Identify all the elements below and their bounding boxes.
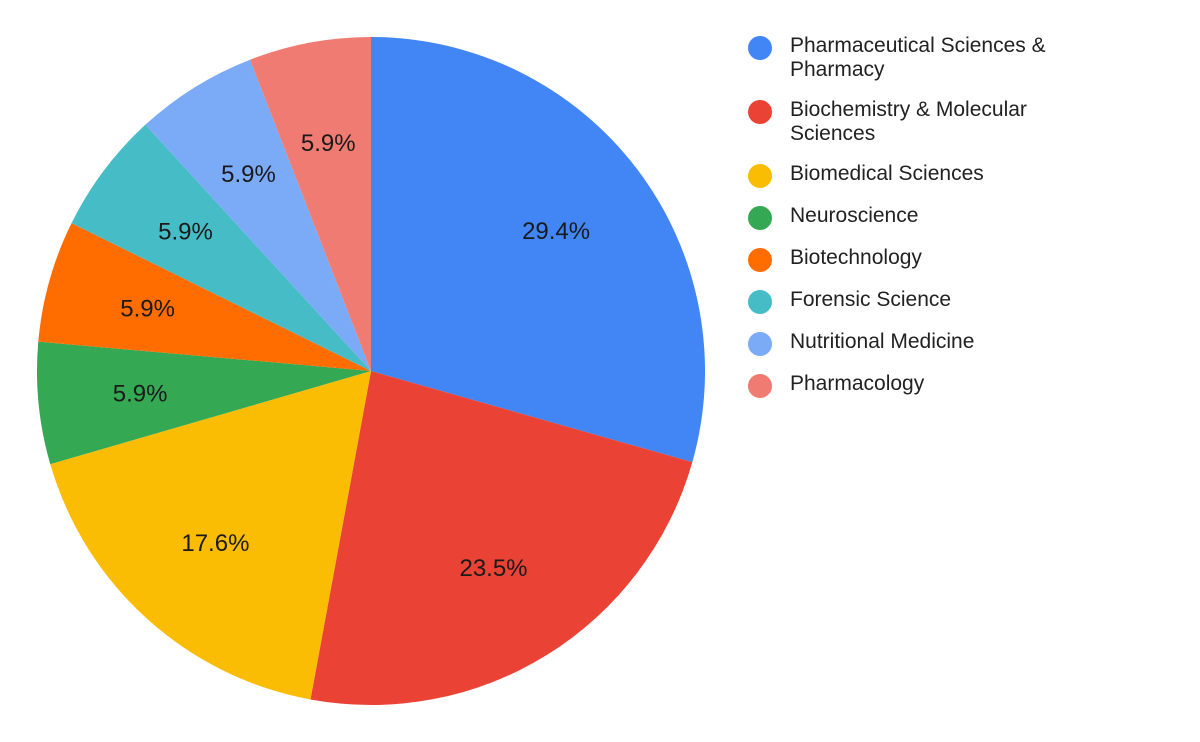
pie-chart: 29.4% 23.5% 17.6% 5.9% 5.9% 5.9% 5.9% 5.9% [36, 37, 706, 705]
legend-label: Biomedical Sciences [790, 162, 984, 185]
slice-value-label: 5.9% [158, 219, 213, 246]
legend-swatch [748, 248, 772, 272]
legend-item: Biotechnology [748, 246, 1168, 272]
pie-slice [36, 341, 371, 465]
legend-label: Pharmacology [790, 372, 925, 395]
pie-slice [50, 371, 371, 700]
pie-slice [310, 371, 693, 705]
pie-slice [38, 223, 371, 371]
legend-item: Pharmaceutical Sciences & Pharmacy [748, 34, 1168, 82]
legend-item: Biochemistry & Molecular Sciences [748, 98, 1168, 146]
pie-slice-labels: 29.4% 23.5% 17.6% 5.9% 5.9% 5.9% 5.9% 5.9% [113, 130, 590, 582]
slice-value-label: 29.4% [522, 218, 590, 245]
legend-swatch [748, 332, 772, 356]
slice-value-label: 5.9% [301, 130, 356, 157]
legend-swatch [748, 36, 772, 60]
legend-swatch [748, 164, 772, 188]
legend-swatch [748, 374, 772, 398]
legend-label: Neuroscience [790, 204, 919, 227]
legend-label: Biochemistry & Molecular Sciences [790, 98, 1027, 145]
legend-label: Forensic Science [790, 288, 952, 311]
legend-item: Neuroscience [748, 204, 1168, 230]
legend-label: Pharmaceutical Sciences & Pharmacy [790, 34, 1046, 81]
legend-label: Biotechnology [790, 246, 922, 269]
legend: Pharmaceutical Sciences & Pharmacy Bioche… [748, 34, 1168, 414]
slice-value-label: 5.9% [120, 295, 175, 322]
pie-slice [145, 59, 371, 371]
legend-item: Nutritional Medicine [748, 330, 1168, 356]
slice-value-label: 23.5% [459, 555, 527, 582]
slice-value-label: 5.9% [113, 381, 168, 408]
legend-item: Forensic Science [748, 288, 1168, 314]
legend-swatch [748, 100, 772, 124]
slice-value-label: 5.9% [221, 161, 276, 188]
legend-item: Biomedical Sciences [748, 162, 1168, 188]
pie-slice [71, 124, 372, 371]
legend-swatch [748, 206, 772, 230]
legend-swatch [748, 290, 772, 314]
pie-slice [250, 37, 371, 371]
slice-value-label: 17.6% [181, 530, 249, 557]
pie-slices [36, 37, 706, 705]
pie-slice [371, 37, 706, 463]
legend-label: Nutritional Medicine [790, 330, 975, 353]
legend-item: Pharmacology [748, 372, 1168, 398]
